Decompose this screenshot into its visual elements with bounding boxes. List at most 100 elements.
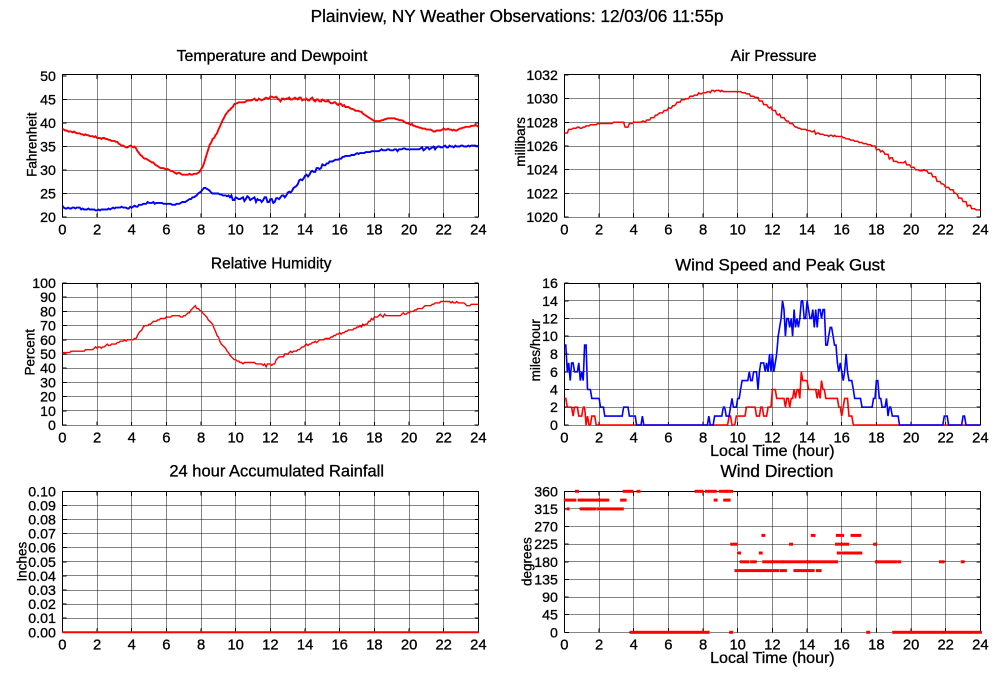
svg-text:Percent: Percent — [23, 329, 38, 376]
svg-text:10: 10 — [40, 404, 56, 420]
svg-text:35: 35 — [40, 140, 56, 156]
svg-text:90: 90 — [542, 590, 558, 606]
svg-text:20: 20 — [40, 390, 56, 406]
svg-text:0.03: 0.03 — [28, 583, 56, 599]
svg-text:0.01: 0.01 — [28, 611, 56, 627]
svg-text:270: 270 — [534, 520, 558, 536]
svg-text:20: 20 — [903, 223, 919, 239]
svg-text:14: 14 — [297, 431, 313, 447]
svg-text:2: 2 — [93, 431, 101, 447]
svg-text:0.05: 0.05 — [28, 555, 56, 571]
svg-text:2: 2 — [93, 223, 101, 239]
svg-text:50: 50 — [40, 347, 56, 363]
svg-text:8: 8 — [699, 223, 707, 239]
svg-text:0.07: 0.07 — [28, 527, 56, 543]
svg-text:20: 20 — [401, 223, 417, 239]
svg-text:4: 4 — [128, 223, 136, 239]
svg-text:0: 0 — [560, 431, 568, 447]
svg-text:80: 80 — [40, 304, 56, 320]
svg-text:12: 12 — [262, 223, 278, 239]
svg-text:50: 50 — [40, 69, 56, 85]
svg-text:16: 16 — [833, 223, 849, 239]
svg-text:10: 10 — [227, 431, 243, 447]
svg-text:4: 4 — [550, 383, 558, 399]
svg-text:0: 0 — [48, 418, 56, 434]
svg-text:10: 10 — [729, 638, 745, 654]
svg-text:0: 0 — [58, 638, 66, 654]
svg-text:1020: 1020 — [526, 210, 558, 226]
svg-text:45: 45 — [542, 608, 558, 624]
svg-text:millibars: millibars — [513, 117, 528, 167]
svg-text:8: 8 — [197, 638, 205, 654]
svg-text:100: 100 — [32, 276, 56, 292]
svg-text:20: 20 — [401, 431, 417, 447]
svg-text:12: 12 — [764, 431, 780, 447]
svg-text:0: 0 — [560, 638, 568, 654]
svg-text:20: 20 — [903, 638, 919, 654]
svg-text:0.08: 0.08 — [28, 513, 56, 529]
svg-text:22: 22 — [435, 223, 451, 239]
svg-text:0: 0 — [550, 418, 558, 434]
svg-text:1024: 1024 — [526, 163, 558, 179]
svg-text:315: 315 — [534, 502, 558, 518]
svg-text:40: 40 — [40, 116, 56, 132]
svg-text:20: 20 — [903, 431, 919, 447]
svg-text:Fahrenheit: Fahrenheit — [25, 112, 40, 177]
svg-text:45: 45 — [40, 93, 56, 109]
svg-text:12: 12 — [262, 638, 278, 654]
svg-text:1032: 1032 — [526, 68, 558, 84]
svg-text:12: 12 — [542, 312, 558, 328]
svg-text:18: 18 — [366, 638, 382, 654]
svg-text:16: 16 — [331, 638, 347, 654]
svg-text:Relative Humidity: Relative Humidity — [211, 256, 332, 273]
svg-text:14: 14 — [297, 638, 313, 654]
svg-text:14: 14 — [799, 223, 815, 239]
svg-text:Local Time (hour): Local Time (hour) — [710, 650, 835, 667]
svg-text:0.00: 0.00 — [28, 625, 56, 641]
svg-text:Local Time (hour): Local Time (hour) — [710, 443, 835, 460]
svg-text:8: 8 — [699, 431, 707, 447]
svg-text:22: 22 — [435, 638, 451, 654]
svg-text:24: 24 — [470, 223, 486, 239]
svg-text:2: 2 — [595, 223, 603, 239]
svg-text:14: 14 — [297, 223, 313, 239]
svg-text:18: 18 — [868, 638, 884, 654]
svg-text:2: 2 — [595, 638, 603, 654]
svg-text:0.04: 0.04 — [28, 569, 56, 585]
svg-text:2: 2 — [93, 638, 101, 654]
svg-text:0: 0 — [58, 223, 66, 239]
svg-text:4: 4 — [630, 638, 638, 654]
svg-text:24 hour Accumulated Rainfall: 24 hour Accumulated Rainfall — [169, 463, 384, 481]
svg-text:40: 40 — [40, 361, 56, 377]
svg-text:24: 24 — [972, 638, 988, 654]
svg-text:10: 10 — [542, 329, 558, 345]
svg-text:10: 10 — [227, 638, 243, 654]
svg-text:Inches: Inches — [14, 541, 29, 581]
svg-text:6: 6 — [550, 365, 558, 381]
svg-text:22: 22 — [937, 223, 953, 239]
svg-text:70: 70 — [40, 319, 56, 335]
svg-text:Wind Direction: Wind Direction — [720, 461, 833, 481]
svg-text:12: 12 — [262, 431, 278, 447]
svg-text:8: 8 — [550, 347, 558, 363]
svg-text:12: 12 — [764, 223, 780, 239]
svg-text:4: 4 — [630, 431, 638, 447]
svg-text:Air Pressure: Air Pressure — [731, 48, 817, 65]
svg-text:Plainview, NY Weather Observat: Plainview, NY Weather Observations: 12/0… — [311, 6, 724, 26]
svg-text:10: 10 — [227, 223, 243, 239]
svg-text:18: 18 — [868, 223, 884, 239]
svg-text:10: 10 — [729, 431, 745, 447]
svg-text:25: 25 — [40, 187, 56, 203]
svg-text:6: 6 — [664, 223, 672, 239]
svg-text:24: 24 — [470, 431, 486, 447]
svg-text:Wind Speed and Peak Gust: Wind Speed and Peak Gust — [675, 256, 885, 275]
svg-text:degrees: degrees — [520, 537, 535, 586]
svg-text:4: 4 — [128, 638, 136, 654]
svg-text:16: 16 — [331, 431, 347, 447]
svg-text:8: 8 — [197, 223, 205, 239]
svg-text:1022: 1022 — [526, 186, 558, 202]
svg-text:60: 60 — [40, 333, 56, 349]
svg-text:6: 6 — [664, 431, 672, 447]
svg-text:24: 24 — [972, 223, 988, 239]
svg-text:90: 90 — [40, 290, 56, 306]
